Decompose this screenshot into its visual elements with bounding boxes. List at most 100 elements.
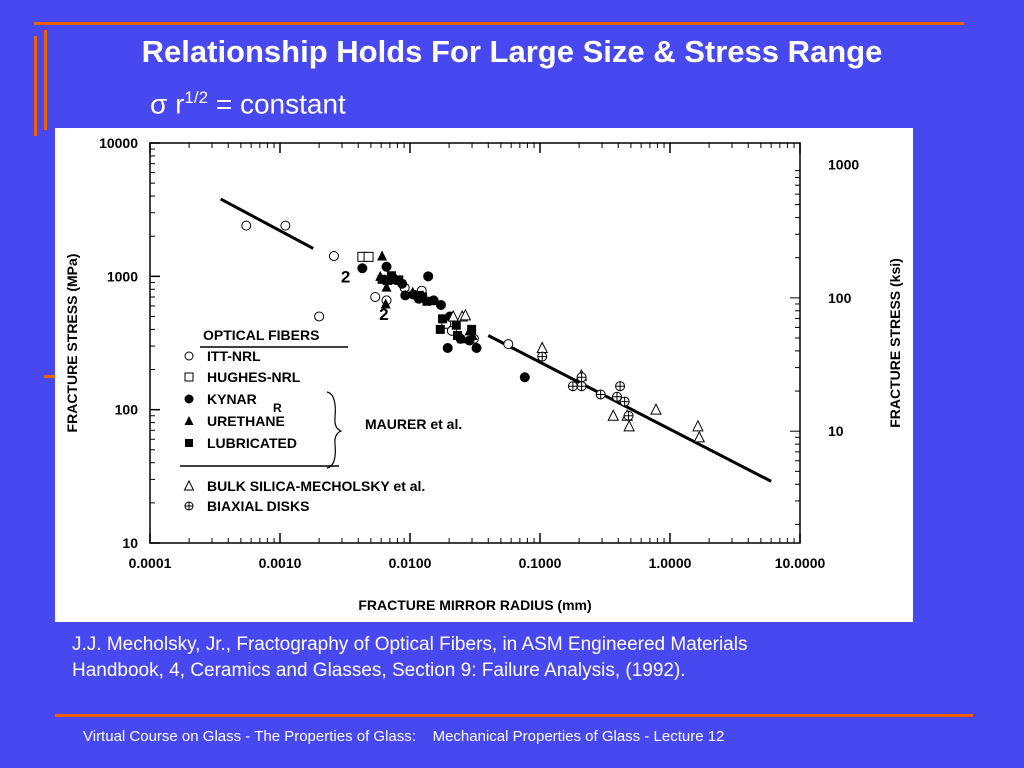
data-point-filled-square <box>451 320 461 330</box>
y2-tick-label: 1000 <box>828 157 859 173</box>
data-point-open-triangle <box>650 403 662 415</box>
marker-cross <box>615 381 625 391</box>
fit-line <box>220 197 314 250</box>
formula-rest: = constant <box>215 88 346 120</box>
accent-line-top <box>34 22 964 25</box>
accent-line-left-outer <box>34 36 37 136</box>
legend-superscript: R <box>273 401 282 415</box>
formula-exponent: 1/2 <box>184 88 209 107</box>
data-point-filled-square <box>387 274 397 284</box>
data-point-filled-square <box>453 330 463 340</box>
data-point-filled-square <box>438 314 448 324</box>
footer-text: Virtual Course on Glass - The Properties… <box>83 728 725 745</box>
legend-label: BIAXIAL DISKS <box>207 498 309 514</box>
data-point-filled-square <box>377 274 387 284</box>
data-point-open-cross-circle <box>623 410 634 421</box>
legend-marker-open-cross-circle <box>184 501 194 511</box>
legend-marker-open-circle <box>184 351 194 361</box>
data-point-open-triangle <box>536 341 549 354</box>
legend-marker-filled-circle <box>184 394 194 404</box>
accent-line-left <box>44 30 47 130</box>
marker-cross <box>624 411 634 421</box>
citation: J.J. Mecholsky, Jr., Fractography of Opt… <box>72 632 972 684</box>
fracture-stress-chart: 0.0001 0.0010 0.0100 0.1000 1.0000 10.0000 10 1… <box>64 135 903 613</box>
accent-line-bottom <box>55 714 973 717</box>
data-point-open-circle <box>503 339 514 350</box>
marker-cross <box>620 397 630 407</box>
data-point-filled-circle <box>357 263 368 274</box>
formula-base: r <box>175 88 185 120</box>
x-tick-label: 0.0001 <box>129 555 172 571</box>
data-point-open-triangle <box>693 430 706 443</box>
legend-label: LUBRICATED <box>207 435 297 451</box>
data-point-filled-triangle <box>377 250 388 261</box>
marker-cross <box>577 381 587 391</box>
data-point-open-circle <box>314 311 325 322</box>
data-point-open-square <box>363 251 374 262</box>
y-tick-label: 100 <box>115 402 139 418</box>
x-tick-label: 0.1000 <box>519 555 562 571</box>
data-point-filled-square <box>422 296 432 306</box>
formula-sigma: σ <box>150 88 168 120</box>
data-point-filled-circle <box>435 299 446 310</box>
annotation-label: 2 <box>379 305 388 324</box>
data-point-open-triangle <box>447 309 460 322</box>
data-point-open-circle <box>328 251 339 262</box>
data-point-open-triangle <box>623 419 635 432</box>
x-tick-label: 0.0100 <box>389 555 432 571</box>
citation-line-1: J.J. Mecholsky, Jr., Fractography of Opt… <box>72 634 748 655</box>
chart-panel: 0.0001 0.0010 0.0100 0.1000 1.0000 10.0000 10 1… <box>55 128 913 622</box>
data-point-open-cross-circle <box>619 396 630 407</box>
y2-tick-label: 10 <box>828 423 844 439</box>
data-point-open-circle <box>280 220 291 231</box>
data-point-open-cross-circle <box>576 372 587 383</box>
accent-tick-left <box>44 375 56 378</box>
data-point-open-triangle <box>692 419 704 432</box>
data-point-open-cross-circle <box>595 389 606 400</box>
legend-label: ITT-NRL <box>207 348 261 364</box>
x-tick-label: 0.0010 <box>259 555 302 571</box>
data-point-filled-circle <box>442 343 453 354</box>
citation-line-2: Handbook, 4, Ceramics and Glasses, Secti… <box>72 660 686 681</box>
data-point-filled-triangle <box>457 333 468 344</box>
data-point-open-circle <box>241 220 252 231</box>
data-point-filled-triangle <box>381 281 392 292</box>
data-point-filled-circle <box>423 271 434 282</box>
data-point-open-circle <box>370 291 381 302</box>
data-point-open-triangle <box>607 409 620 421</box>
slide-title: Relationship Holds For Large Size & Stre… <box>141 34 883 69</box>
fit-line <box>487 334 772 483</box>
legend-heading: OPTICAL FIBERS <box>203 327 319 343</box>
plot-frame <box>149 142 801 544</box>
legend-label: BULK SILICA-MECHOLSKY et al. <box>207 478 425 494</box>
data-point-open-cross-circle <box>537 351 548 362</box>
data-point-filled-square <box>435 324 445 334</box>
legend-label: HUGHES-NRL <box>207 369 301 385</box>
data-point-open-cross-circle <box>615 381 626 392</box>
y2-axis-title: FRACTURE STRESS (ksi) <box>887 258 903 428</box>
data-point-open-triangle <box>459 308 472 321</box>
marker-cross <box>596 389 606 399</box>
formula: σ r1/2 = constant <box>150 88 346 120</box>
legend-marker-open-triangle <box>183 479 195 491</box>
data-point-open-cross-circle <box>611 391 622 402</box>
marker-cross <box>185 502 193 510</box>
data-point-filled-triangle <box>380 298 391 309</box>
data-point-open-cross-circle <box>576 381 587 392</box>
data-point-filled-square <box>467 324 477 334</box>
data-point-filled-square <box>394 275 404 285</box>
marker-cross <box>612 392 622 402</box>
marker-cross <box>577 372 587 382</box>
legend-group-label: MAURER et al. <box>365 416 462 432</box>
legend-brace <box>326 391 343 469</box>
x-axis-title: FRACTURE MIRROR RADIUS (mm) <box>358 597 591 613</box>
y-tick-label: 10000 <box>99 135 138 151</box>
legend-marker-filled-triangle <box>184 416 194 425</box>
data-point-filled-circle <box>471 343 482 354</box>
legend-marker-open-square <box>184 372 194 382</box>
y-axis-title: FRACTURE STRESS (MPa) <box>64 254 80 433</box>
y-tick-label: 1000 <box>107 268 138 284</box>
legend-label: URETHANE <box>207 413 285 429</box>
y-tick-label: 10 <box>122 535 138 551</box>
marker-cross <box>568 381 578 391</box>
